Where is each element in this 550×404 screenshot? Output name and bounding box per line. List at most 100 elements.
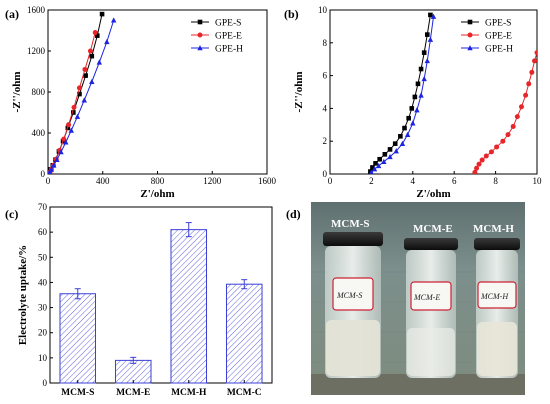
chart-b-point-gpe-e [526, 81, 532, 87]
chart-a-point-gpe-e [76, 85, 82, 91]
chart-b-point-gpe-h [404, 131, 411, 137]
chart-b-point-gpe-h [387, 153, 393, 160]
chart-b-xtick-label: 10 [533, 176, 543, 186]
chart-b-point-gpe-s [409, 106, 415, 111]
chart-a-x-axis-title: Z'/ohm [140, 188, 174, 200]
chart-a-ytick-label: 1600 [27, 5, 46, 15]
chart-b-point-gpe-e [514, 114, 520, 120]
chart-c-xtick-label: MCM-H [171, 388, 207, 398]
chart-b-y-axis-title: -Z''/ohm [293, 72, 305, 113]
chart-b-series-gpe-h [369, 13, 437, 174]
chart-b-point-gpe-e [510, 123, 516, 129]
chart-b-point-gpe-h [381, 158, 387, 164]
chart-a-point-gpe-s [99, 11, 105, 17]
chart-a-point-gpe-e [82, 66, 88, 72]
chart-c-ytick-label: 40 [38, 277, 48, 287]
chart-c-ytick-label: 30 [38, 303, 48, 313]
chart-b-legend-marker-gpe-e [467, 32, 473, 38]
chart-b-point-gpe-e [488, 149, 494, 155]
chart-b-point-gpe-e [474, 165, 480, 171]
vial-handwriting-3: MCM-H [480, 292, 509, 301]
chart-a-point-gpe-h [74, 113, 81, 119]
chart-b-point-gpe-s [406, 115, 411, 121]
chart-a-legend-marker-gpe-e [197, 32, 203, 38]
chart-b-point-gpe-s [415, 81, 421, 87]
chart-c-xtick-label: MCM-E [116, 388, 150, 398]
chart-a-point-gpe-h [68, 127, 74, 133]
chart-b-point-gpe-h [421, 75, 427, 82]
chart-b-ytick-label: 10 [318, 5, 328, 15]
chart-b-legend-label-gpe-e: GPE-E [485, 32, 512, 42]
chart-a-ytick-label: 0 [41, 169, 46, 179]
chart-b-point-gpe-s [402, 125, 407, 131]
chart-c-ytick-label: 20 [38, 328, 48, 338]
chart-a-xtick-label: 1600 [258, 176, 277, 186]
chart-a-xtick-label: 800 [151, 176, 165, 186]
vial-mcm-h: MCM-H [474, 238, 520, 378]
chart-b-ytick-label: 4 [323, 103, 328, 113]
vial-photo: MCM-S MCM-E MCM-H MCM-S MCM-E MCM-H [311, 202, 525, 395]
chart-b-ytick-label: 8 [323, 38, 328, 48]
chart-c-ytick-label: 0 [43, 378, 48, 388]
chart-b-point-gpe-s [370, 165, 375, 170]
chart-b-point-gpe-e [476, 161, 482, 167]
chart-a-point-gpe-h [104, 38, 110, 45]
chart-b-point-gpe-s [377, 156, 382, 162]
chart-b-point-gpe-h [427, 36, 434, 42]
chart-b-point-gpe-h [430, 13, 437, 19]
chart-a-y-axis-title: -Z''/ohm [11, 72, 23, 113]
chart-a-legend-label-gpe-e: GPE-E [215, 32, 242, 42]
chart-b-point-gpe-s [398, 133, 403, 139]
chart-a-legend-label-gpe-s: GPE-S [215, 19, 241, 29]
chart-a-point-gpe-e [66, 122, 72, 128]
chart-a-point-gpe-s [71, 110, 76, 115]
panel-label-c: (c) [5, 207, 18, 221]
chart-a-point-gpe-h [89, 78, 95, 85]
chart-b-point-gpe-s [387, 147, 393, 152]
chart-b-x-axis-title: Z'/ohm [416, 188, 450, 200]
chart-b-point-gpe-h [393, 148, 399, 154]
chart-c-plot-frame [49, 206, 273, 384]
chart-b-legend-marker-gpe-s [467, 19, 473, 25]
chart-b-point-gpe-h [410, 120, 416, 126]
chart-a-legend-marker-gpe-s [197, 19, 203, 25]
chart-a-point-gpe-e [61, 136, 67, 142]
chart-b-point-gpe-s [373, 161, 378, 166]
vial-mcm-s: MCM-S [323, 232, 383, 378]
panel-label-a: (a) [5, 7, 19, 21]
chart-b-point-gpe-e [529, 69, 535, 75]
panel-label-b: (b) [284, 7, 299, 21]
panel-label-d: (d) [286, 207, 301, 221]
chart-c-bar-mcm-c [225, 283, 263, 384]
chart-b-ytick-label: 2 [323, 136, 328, 146]
chart-a-legend: GPE-S GPE-E GPE-H [191, 19, 243, 55]
chart-b-point-gpe-h [414, 107, 420, 113]
chart-a-ytick-label: 1200 [27, 46, 46, 56]
chart-b-point-gpe-s [412, 94, 418, 100]
chart-b-point-gpe-h [399, 140, 406, 146]
chart-b-point-gpe-e [479, 157, 485, 163]
chart-c-xtick-label: MCM-C [227, 388, 262, 398]
chart-b-series-gpe-e [472, 50, 537, 174]
chart-a-point-gpe-h [51, 162, 57, 168]
vial-mcm-e: MCM-E [404, 238, 458, 378]
chart-b-point-gpe-e [505, 132, 511, 138]
chart-c-y-axis-title: Electrolyte uptake/% [17, 245, 29, 345]
chart-a-point-gpe-e [87, 48, 93, 54]
chart-a-xtick-label: 0 [46, 176, 51, 186]
chart-a-series-gpe-h [48, 17, 117, 174]
chart-a-point-gpe-h [63, 139, 69, 145]
chart-b-point-gpe-h [375, 162, 382, 169]
chart-a-point-gpe-h [81, 97, 87, 103]
chart-b-point-gpe-e [472, 169, 478, 174]
chart-b-legend: GPE-S GPE-E GPE-H [461, 19, 513, 55]
chart-c-xtick-label: MCM-S [61, 388, 94, 398]
chart-a-legend-marker-gpe-h [197, 45, 203, 51]
vial-label-mcm-h: MCM-H [473, 223, 514, 235]
chart-b-point-gpe-h [424, 57, 430, 64]
chart-b-ytick-label: 6 [323, 71, 328, 81]
